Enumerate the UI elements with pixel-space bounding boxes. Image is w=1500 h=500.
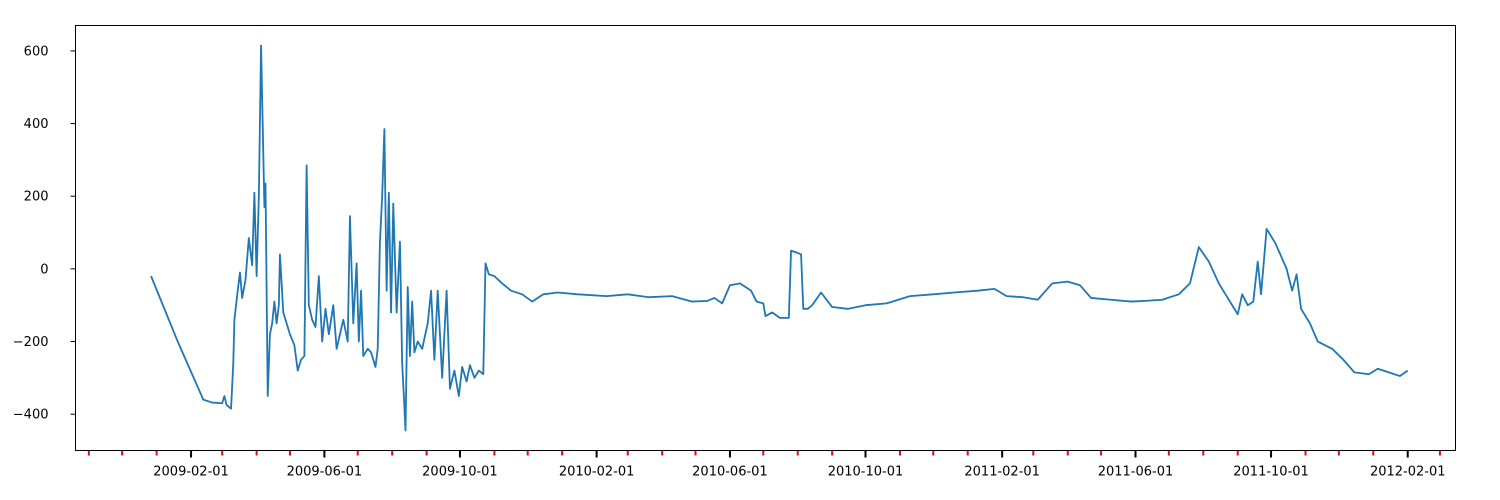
y-tick-label: 400 — [24, 117, 49, 132]
x-tick-label: 2009-10-01 — [422, 465, 498, 480]
x-tick-label: 2009-06-01 — [287, 465, 363, 480]
x-tick-label: 2012-02-01 — [1370, 465, 1446, 480]
y-tick-label: 0 — [40, 262, 48, 277]
x-tick-label: 2011-06-01 — [1098, 465, 1174, 480]
x-tick-label: 2011-02-01 — [964, 465, 1040, 480]
x-tick-label: 2010-02-01 — [559, 465, 635, 480]
x-minor-ticks — [89, 451, 1440, 456]
y-tick-label: 200 — [24, 190, 49, 205]
x-tick-label: 2010-06-01 — [692, 465, 768, 480]
x-tick-label: 2009-02-01 — [153, 465, 229, 480]
x-tick-label: 2011-10-01 — [1233, 465, 1309, 480]
y-axis-ticks: −400 −200 0 200 400 600 — [13, 44, 76, 422]
y-tick-label: −200 — [13, 335, 49, 350]
y-tick-label: −400 — [13, 408, 49, 423]
series-line — [151, 45, 1408, 430]
y-tick-label: 600 — [24, 44, 49, 59]
plot-area-frame — [76, 26, 1456, 451]
x-tick-label: 2010-10-01 — [828, 465, 904, 480]
x-major-ticks: 2009-02-01 2009-06-01 2009-10-01 2010-02-01… — [153, 451, 1445, 480]
series-layer — [151, 45, 1408, 430]
